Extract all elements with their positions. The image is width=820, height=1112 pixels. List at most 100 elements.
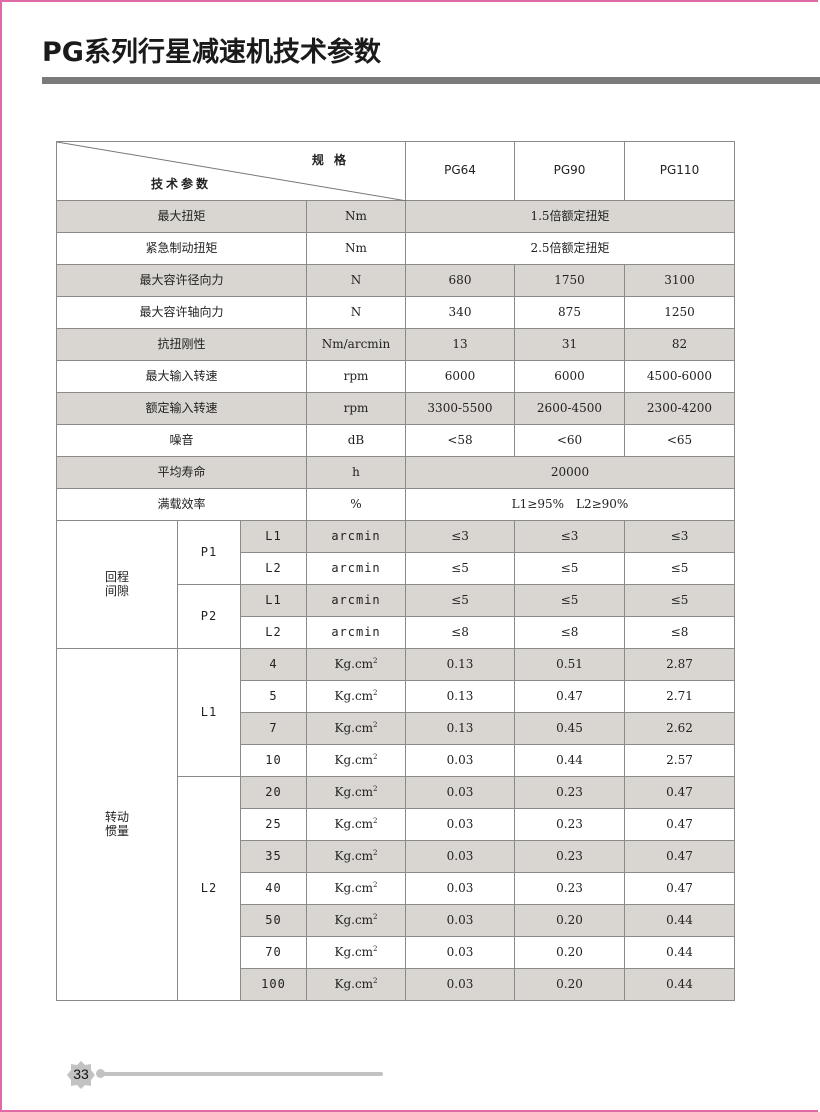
- table-row: 40 Kg.cm2 0.03 0.23 0.47: [57, 872, 735, 905]
- header-row: 规 格 技术参数 PG64 PG90 PG110: [56, 141, 735, 201]
- unit-text: Kg.cm: [334, 912, 374, 927]
- table-row: 抗扭刚性 Nm/arcmin 13 31 82: [56, 328, 735, 361]
- value-cell: ≤8: [624, 616, 735, 649]
- sub-label: 7: [240, 712, 307, 745]
- value-cell: ≤3: [405, 520, 515, 553]
- value-cell: 2.5倍额定扭矩: [405, 232, 735, 265]
- sub-label: L1: [240, 584, 307, 617]
- unit-cell: Kg.cm2: [306, 648, 406, 681]
- table-row: 最大容许轴向力 N 340 875 1250: [56, 296, 735, 329]
- value-cell: ≤8: [405, 616, 515, 649]
- param-label: 技术参数: [151, 177, 212, 191]
- value-cell: 0.51: [514, 648, 625, 681]
- unit-cell: dB: [306, 424, 406, 457]
- table-row: 50 Kg.cm2 0.03 0.20 0.44: [57, 904, 735, 937]
- value-cell: 0.13: [405, 712, 515, 745]
- unit-cell: arcmin: [306, 584, 406, 617]
- value-cell: 2300-4200: [624, 392, 735, 425]
- value-cell: 3100: [624, 264, 735, 297]
- diagonal-line: [57, 142, 407, 201]
- value-cell: 4500-6000: [624, 360, 735, 393]
- unit-superscript: 2: [373, 976, 378, 985]
- value-cell: 0.03: [405, 776, 515, 809]
- table-row: L2 20 Kg.cm2 0.03 0.23 0.47: [57, 776, 735, 1001]
- group-label: L2: [177, 776, 241, 1001]
- value-cell: <60: [514, 424, 625, 457]
- value-cell: ≤5: [514, 552, 625, 585]
- param-label: 最大输入转速: [56, 360, 307, 393]
- param-label: 紧急制动扭矩: [56, 232, 307, 265]
- value-cell: 0.47: [514, 680, 625, 713]
- value-cell: 0.20: [514, 936, 625, 969]
- unit-superscript: 2: [373, 688, 378, 697]
- sub-label: 20: [240, 776, 307, 809]
- value-cell: 1750: [514, 264, 625, 297]
- unit-cell: Kg.cm2: [306, 776, 406, 809]
- unit-superscript: 2: [373, 656, 378, 665]
- sub-label: 40: [240, 872, 307, 905]
- param-label: 抗扭刚性: [56, 328, 307, 361]
- unit-text: Kg.cm: [334, 784, 374, 799]
- value-cell: 0.03: [405, 808, 515, 841]
- value-cell: 0.03: [405, 904, 515, 937]
- unit-cell: N: [306, 264, 406, 297]
- sub-label: L1: [240, 520, 307, 553]
- table-row: 噪音 dB <58 <60 <65: [56, 424, 735, 457]
- model-header: PG90: [514, 141, 625, 201]
- value-cell: 0.45: [514, 712, 625, 745]
- model-header: PG64: [405, 141, 515, 201]
- table-row: P2 L1 arcmin ≤5 ≤5 ≤5: [57, 584, 735, 649]
- sub-label: 100: [240, 968, 307, 1001]
- value-cell: 0.44: [624, 968, 735, 1001]
- group-label: P1: [177, 520, 241, 585]
- value-cell: 2.62: [624, 712, 735, 745]
- unit-cell: Kg.cm2: [306, 680, 406, 713]
- table-row: 额定输入转速 rpm 3300-5500 2600-4500 2300-4200: [56, 392, 735, 425]
- value-cell: 2.71: [624, 680, 735, 713]
- unit-text: Kg.cm: [334, 944, 374, 959]
- value-cell: ≤8: [514, 616, 625, 649]
- value-cell: 3300-5500: [405, 392, 515, 425]
- value-cell: 0.47: [624, 840, 735, 873]
- value-cell: 0.44: [514, 744, 625, 777]
- table-row: 平均寿命 h 20000: [56, 456, 735, 489]
- value-cell: 2.57: [624, 744, 735, 777]
- unit-superscript: 2: [373, 912, 378, 921]
- unit-cell: Kg.cm2: [306, 840, 406, 873]
- value-cell: 0.13: [405, 648, 515, 681]
- value-cell: ≤3: [514, 520, 625, 553]
- table-row: 最大扭矩 Nm 1.5倍额定扭矩: [56, 200, 735, 233]
- unit-cell: Kg.cm2: [306, 936, 406, 969]
- backlash-label-line: 回程: [104, 570, 129, 585]
- unit-cell: arcmin: [306, 520, 406, 553]
- sub-label: 10: [240, 744, 307, 777]
- gear-icon: [67, 1061, 95, 1089]
- value-cell: <58: [405, 424, 515, 457]
- unit-superscript: 2: [373, 848, 378, 857]
- table-row: 转动 惯量 L1 4 Kg.cm2 0.13 0.51 2.87: [56, 648, 735, 1001]
- value-cell: 1.5倍额定扭矩: [405, 200, 735, 233]
- unit-cell: arcmin: [306, 616, 406, 649]
- value-cell: 0.03: [405, 968, 515, 1001]
- value-cell: 0.23: [514, 776, 625, 809]
- sub-label: L2: [240, 552, 307, 585]
- backlash-label: 回程 间隙: [56, 520, 178, 649]
- value-cell: 0.47: [624, 776, 735, 809]
- value-cell: ≤5: [405, 552, 515, 585]
- value-cell: 0.20: [514, 968, 625, 1001]
- value-cell: 0.23: [514, 840, 625, 873]
- value-cell: 2600-4500: [514, 392, 625, 425]
- table-row: 紧急制动扭矩 Nm 2.5倍额定扭矩: [56, 232, 735, 265]
- param-label: 噪音: [56, 424, 307, 457]
- backlash-label-line: 间隙: [104, 583, 129, 598]
- unit-superscript: 2: [373, 720, 378, 729]
- value-cell: 1250: [624, 296, 735, 329]
- unit-cell: arcmin: [306, 552, 406, 585]
- unit-cell: Nm/arcmin: [306, 328, 406, 361]
- group-label: L1: [177, 648, 241, 777]
- spec-table: 规 格 技术参数 PG64 PG90 PG110 最大扭矩 Nm 1.5倍额定扭矩紧…: [56, 141, 735, 1001]
- table-row: 70 Kg.cm2 0.03 0.20 0.44: [57, 936, 735, 969]
- unit-text: Kg.cm: [334, 656, 374, 671]
- table-row: 35 Kg.cm2 0.03 0.23 0.47: [57, 840, 735, 873]
